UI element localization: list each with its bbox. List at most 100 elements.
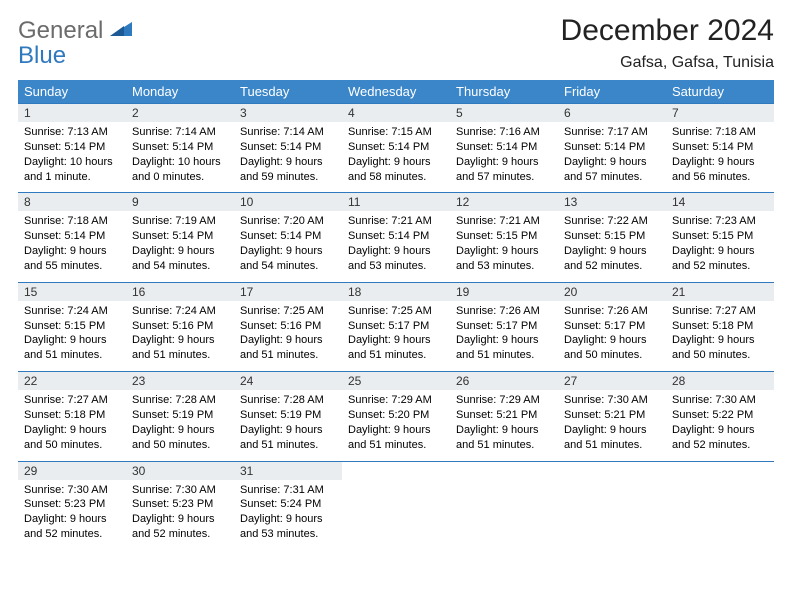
sunset-text: Sunset: 5:19 PM <box>240 408 336 423</box>
sunrise-text: Sunrise: 7:18 AM <box>672 125 768 140</box>
day-number-cell: 28 <box>666 372 774 391</box>
daylight-text: Daylight: 9 hours and 52 minutes. <box>672 244 768 274</box>
daylight-text: Daylight: 9 hours and 55 minutes. <box>24 244 120 274</box>
day-content-cell: Sunrise: 7:30 AMSunset: 5:22 PMDaylight:… <box>666 390 774 461</box>
day-content-cell: Sunrise: 7:16 AMSunset: 5:14 PMDaylight:… <box>450 122 558 193</box>
sunrise-text: Sunrise: 7:25 AM <box>348 304 444 319</box>
day-content-cell: Sunrise: 7:14 AMSunset: 5:14 PMDaylight:… <box>126 122 234 193</box>
day-content-cell: Sunrise: 7:30 AMSunset: 5:21 PMDaylight:… <box>558 390 666 461</box>
sunset-text: Sunset: 5:18 PM <box>24 408 120 423</box>
day-content-cell: Sunrise: 7:24 AMSunset: 5:15 PMDaylight:… <box>18 301 126 372</box>
day-content-cell: Sunrise: 7:20 AMSunset: 5:14 PMDaylight:… <box>234 211 342 282</box>
daylight-text: Daylight: 9 hours and 50 minutes. <box>672 333 768 363</box>
day-content-cell: Sunrise: 7:21 AMSunset: 5:15 PMDaylight:… <box>450 211 558 282</box>
sunset-text: Sunset: 5:14 PM <box>240 140 336 155</box>
daylight-text: Daylight: 9 hours and 51 minutes. <box>348 333 444 363</box>
day-number-cell: 13 <box>558 193 666 212</box>
day-header: Saturday <box>666 80 774 104</box>
daylight-text: Daylight: 9 hours and 50 minutes. <box>24 423 120 453</box>
sunset-text: Sunset: 5:23 PM <box>24 497 120 512</box>
daylight-text: Daylight: 9 hours and 56 minutes. <box>672 155 768 185</box>
day-number-cell: 19 <box>450 282 558 301</box>
daylight-text: Daylight: 9 hours and 59 minutes. <box>240 155 336 185</box>
sunset-text: Sunset: 5:24 PM <box>240 497 336 512</box>
sunrise-text: Sunrise: 7:13 AM <box>24 125 120 140</box>
day-number-cell: 8 <box>18 193 126 212</box>
sunrise-text: Sunrise: 7:28 AM <box>240 393 336 408</box>
week-number-row: 293031 <box>18 461 774 480</box>
day-content-cell: Sunrise: 7:26 AMSunset: 5:17 PMDaylight:… <box>450 301 558 372</box>
day-content-cell: Sunrise: 7:28 AMSunset: 5:19 PMDaylight:… <box>234 390 342 461</box>
day-number-cell <box>450 461 558 480</box>
daylight-text: Daylight: 10 hours and 0 minutes. <box>132 155 228 185</box>
daylight-text: Daylight: 9 hours and 51 minutes. <box>456 423 552 453</box>
day-content-cell: Sunrise: 7:14 AMSunset: 5:14 PMDaylight:… <box>234 122 342 193</box>
sunset-text: Sunset: 5:15 PM <box>24 319 120 334</box>
sunset-text: Sunset: 5:18 PM <box>672 319 768 334</box>
day-content-cell: Sunrise: 7:27 AMSunset: 5:18 PMDaylight:… <box>666 301 774 372</box>
sunrise-text: Sunrise: 7:29 AM <box>348 393 444 408</box>
week-number-row: 891011121314 <box>18 193 774 212</box>
sunset-text: Sunset: 5:14 PM <box>564 140 660 155</box>
day-number-cell: 11 <box>342 193 450 212</box>
header: General Blue December 2024 Gafsa, Gafsa,… <box>18 14 774 72</box>
day-number-cell: 1 <box>18 104 126 123</box>
day-content-cell: Sunrise: 7:26 AMSunset: 5:17 PMDaylight:… <box>558 301 666 372</box>
day-number-cell: 31 <box>234 461 342 480</box>
day-number-cell: 4 <box>342 104 450 123</box>
sunrise-text: Sunrise: 7:21 AM <box>456 214 552 229</box>
daylight-text: Daylight: 9 hours and 58 minutes. <box>348 155 444 185</box>
day-number-cell: 7 <box>666 104 774 123</box>
sunset-text: Sunset: 5:15 PM <box>564 229 660 244</box>
day-number-cell: 6 <box>558 104 666 123</box>
week-number-row: 22232425262728 <box>18 372 774 391</box>
daylight-text: Daylight: 9 hours and 51 minutes. <box>564 423 660 453</box>
day-number-cell: 20 <box>558 282 666 301</box>
sunrise-text: Sunrise: 7:29 AM <box>456 393 552 408</box>
daylight-text: Daylight: 9 hours and 50 minutes. <box>564 333 660 363</box>
daylight-text: Daylight: 9 hours and 53 minutes. <box>348 244 444 274</box>
daylight-text: Daylight: 9 hours and 50 minutes. <box>132 423 228 453</box>
sunset-text: Sunset: 5:19 PM <box>132 408 228 423</box>
sunset-text: Sunset: 5:17 PM <box>456 319 552 334</box>
calendar-table: SundayMondayTuesdayWednesdayThursdayFrid… <box>18 80 774 550</box>
sunrise-text: Sunrise: 7:26 AM <box>564 304 660 319</box>
day-number-cell: 23 <box>126 372 234 391</box>
day-content-cell: Sunrise: 7:28 AMSunset: 5:19 PMDaylight:… <box>126 390 234 461</box>
sunset-text: Sunset: 5:16 PM <box>132 319 228 334</box>
day-content-cell: Sunrise: 7:22 AMSunset: 5:15 PMDaylight:… <box>558 211 666 282</box>
sunset-text: Sunset: 5:17 PM <box>564 319 660 334</box>
week-number-row: 15161718192021 <box>18 282 774 301</box>
sunset-text: Sunset: 5:21 PM <box>564 408 660 423</box>
day-number-cell <box>342 461 450 480</box>
day-header: Friday <box>558 80 666 104</box>
brand-name-b: Blue <box>18 42 66 69</box>
daylight-text: Daylight: 9 hours and 51 minutes. <box>456 333 552 363</box>
week-content-row: Sunrise: 7:27 AMSunset: 5:18 PMDaylight:… <box>18 390 774 461</box>
day-number-cell: 25 <box>342 372 450 391</box>
day-number-cell: 14 <box>666 193 774 212</box>
calendar-head: SundayMondayTuesdayWednesdayThursdayFrid… <box>18 80 774 104</box>
daylight-text: Daylight: 9 hours and 53 minutes. <box>456 244 552 274</box>
title-block: December 2024 Gafsa, Gafsa, Tunisia <box>561 14 774 72</box>
calendar-body: 1234567Sunrise: 7:13 AMSunset: 5:14 PMDa… <box>18 104 774 550</box>
day-content-cell: Sunrise: 7:27 AMSunset: 5:18 PMDaylight:… <box>18 390 126 461</box>
day-content-cell <box>666 480 774 550</box>
sunrise-text: Sunrise: 7:21 AM <box>348 214 444 229</box>
day-number-cell <box>666 461 774 480</box>
week-content-row: Sunrise: 7:30 AMSunset: 5:23 PMDaylight:… <box>18 480 774 550</box>
daylight-text: Daylight: 9 hours and 52 minutes. <box>672 423 768 453</box>
day-number-cell: 9 <box>126 193 234 212</box>
day-content-cell: Sunrise: 7:19 AMSunset: 5:14 PMDaylight:… <box>126 211 234 282</box>
daylight-text: Daylight: 9 hours and 54 minutes. <box>240 244 336 274</box>
day-number-cell: 3 <box>234 104 342 123</box>
day-content-cell <box>342 480 450 550</box>
daylight-text: Daylight: 9 hours and 51 minutes. <box>24 333 120 363</box>
day-content-cell: Sunrise: 7:18 AMSunset: 5:14 PMDaylight:… <box>666 122 774 193</box>
day-number-cell: 16 <box>126 282 234 301</box>
day-content-cell: Sunrise: 7:23 AMSunset: 5:15 PMDaylight:… <box>666 211 774 282</box>
day-number-cell: 15 <box>18 282 126 301</box>
day-number-cell: 26 <box>450 372 558 391</box>
day-number-cell: 10 <box>234 193 342 212</box>
sunrise-text: Sunrise: 7:30 AM <box>24 483 120 498</box>
